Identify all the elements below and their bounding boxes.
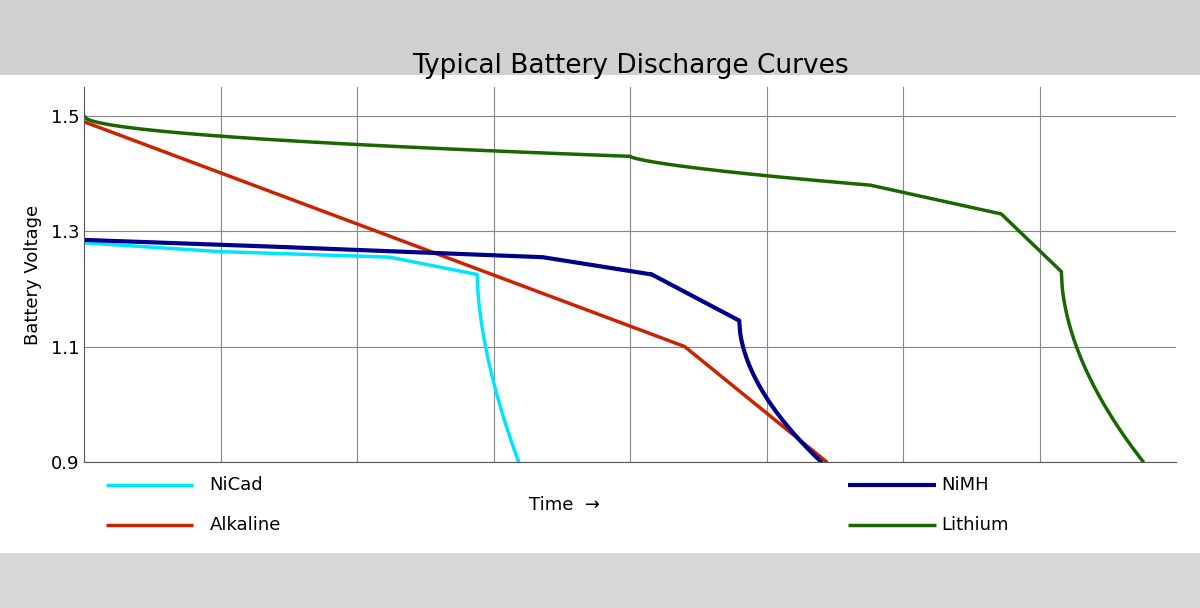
Text: NiMH: NiMH xyxy=(941,476,989,494)
Text: Alkaline: Alkaline xyxy=(210,516,281,534)
Title: Typical Battery Discharge Curves: Typical Battery Discharge Curves xyxy=(412,54,848,79)
Text: NiCad: NiCad xyxy=(210,476,263,494)
Text: Time  →: Time → xyxy=(529,496,600,514)
Text: Lithium: Lithium xyxy=(941,516,1009,534)
Y-axis label: Battery Voltage: Battery Voltage xyxy=(24,204,42,345)
